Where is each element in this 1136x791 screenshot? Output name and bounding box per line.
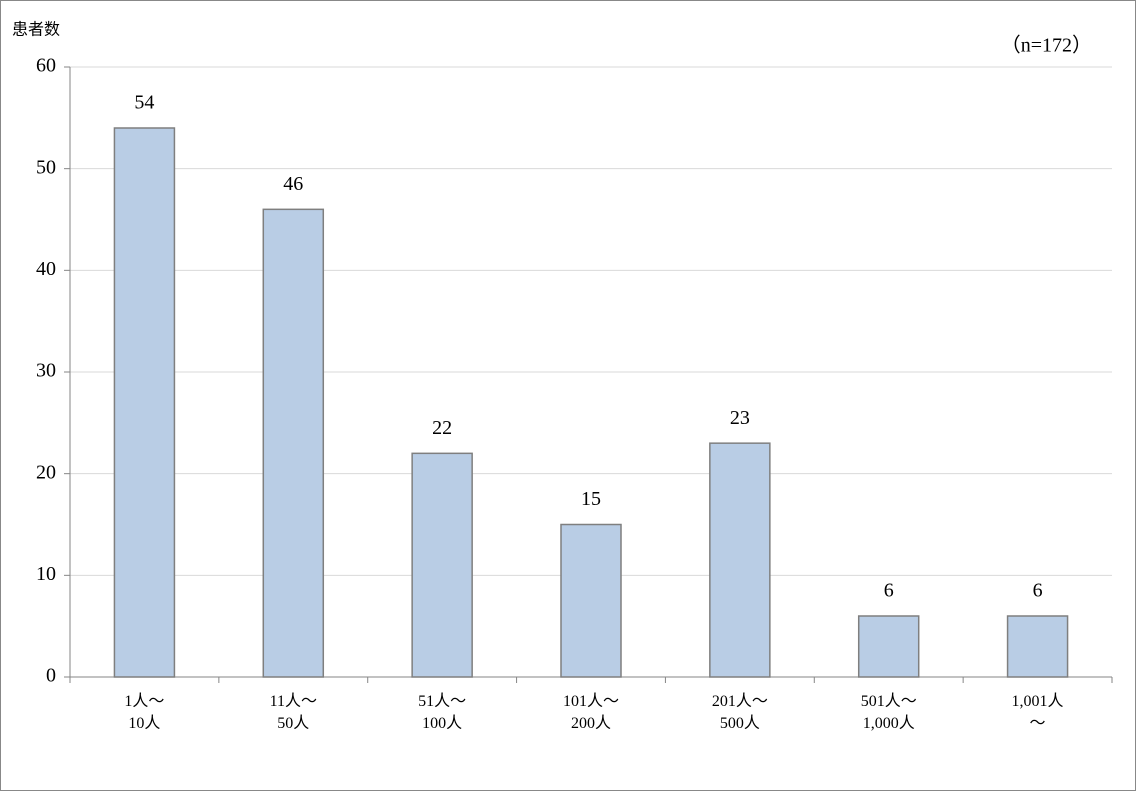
y-axis-label: 患者数 <box>12 21 60 39</box>
x-tick-label: 501人～ 1,000人 <box>860 693 917 732</box>
data-label: 6 <box>884 580 894 602</box>
data-label: 15 <box>581 488 601 510</box>
y-tick-label: 0 <box>46 665 56 687</box>
bar <box>262 208 325 678</box>
x-tick-label: 1人～ 10人 <box>124 693 165 732</box>
bar <box>709 442 771 678</box>
x-tick-label: 1,001人 ～ <box>1011 693 1064 732</box>
y-tick-label: 30 <box>36 360 56 382</box>
data-label: 46 <box>283 173 303 195</box>
x-tick-label: 11人～ 50人 <box>269 693 317 732</box>
x-tick-label: 101人～ 200人 <box>562 693 619 732</box>
data-label: 54 <box>134 92 154 114</box>
y-tick-label: 10 <box>36 563 56 585</box>
y-tick-label: 40 <box>36 258 56 280</box>
y-tick-label: 60 <box>36 55 56 77</box>
annotation: （n=172） <box>1001 34 1092 57</box>
data-label: 6 <box>1033 580 1043 602</box>
bar <box>411 452 473 678</box>
data-label: 23 <box>730 407 750 429</box>
bar <box>560 523 622 678</box>
x-tick-label: 201人～ 500人 <box>711 693 768 732</box>
y-tick-label: 50 <box>36 156 56 178</box>
bar <box>857 615 920 678</box>
data-label: 22 <box>432 417 452 439</box>
bar <box>1006 615 1069 678</box>
bar <box>113 127 176 678</box>
x-tick-label: 51人～ 100人 <box>418 693 467 732</box>
y-tick-label: 20 <box>36 461 56 483</box>
